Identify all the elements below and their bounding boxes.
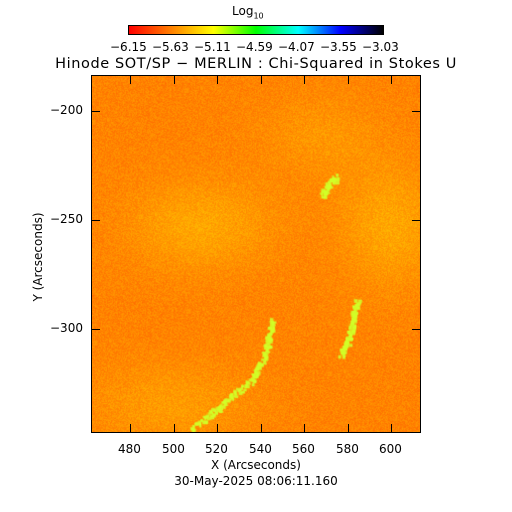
- colorbar: [128, 25, 384, 35]
- y-tick-mark: [92, 329, 100, 330]
- x-tick-label: 600: [379, 442, 402, 456]
- colorbar-tick-label: −4.59: [236, 40, 273, 54]
- y-tick-mark: [412, 111, 420, 112]
- x-tick-label: 560: [292, 442, 315, 456]
- x-tick-mark: [304, 424, 305, 432]
- y-axis-label: Y (Arcseconds): [31, 212, 45, 302]
- x-tick-label: 480: [118, 442, 141, 456]
- colorbar-label-subscript: 10: [253, 11, 264, 21]
- x-tick-mark: [348, 76, 349, 84]
- y-tick-label: −300: [50, 321, 83, 335]
- x-tick-label: 520: [205, 442, 228, 456]
- chi-squared-map: [91, 75, 421, 433]
- colorbar-title: Log10: [232, 4, 264, 20]
- colorbar-tick-label: −5.63: [152, 40, 189, 54]
- x-tick-mark: [130, 76, 131, 84]
- x-tick-mark: [174, 76, 175, 84]
- timestamp: 30-May-2025 08:06:11.160: [174, 474, 338, 488]
- x-tick-mark: [130, 424, 131, 432]
- x-tick-mark: [391, 424, 392, 432]
- x-tick-mark: [261, 76, 262, 84]
- y-tick-label: −200: [50, 103, 83, 117]
- colorbar-tick-label: −5.11: [194, 40, 231, 54]
- x-tick-label: 500: [162, 442, 185, 456]
- y-tick-mark: [92, 111, 100, 112]
- x-tick-mark: [174, 424, 175, 432]
- y-tick-mark: [412, 329, 420, 330]
- x-tick-mark: [217, 424, 218, 432]
- y-tick-mark: [412, 220, 420, 221]
- colorbar-tick-label: −4.07: [278, 40, 315, 54]
- x-tick-mark: [261, 424, 262, 432]
- colorbar-tick-label: −3.03: [362, 40, 399, 54]
- colorbar-tick-label: −3.55: [320, 40, 357, 54]
- x-axis-label: X (Arcseconds): [211, 458, 301, 472]
- y-tick-mark: [92, 220, 100, 221]
- colorbar-tick-label: −6.15: [110, 40, 147, 54]
- x-tick-mark: [348, 424, 349, 432]
- x-tick-mark: [217, 76, 218, 84]
- x-tick-mark: [391, 76, 392, 84]
- map-image: [92, 76, 420, 432]
- x-tick-label: 540: [249, 442, 272, 456]
- y-tick-label: −250: [50, 212, 83, 226]
- x-tick-mark: [304, 76, 305, 84]
- x-tick-label: 580: [336, 442, 359, 456]
- colorbar-label: Log: [232, 4, 254, 18]
- plot-title: Hinode SOT/SP − MERLIN : Chi-Squared in …: [55, 56, 457, 72]
